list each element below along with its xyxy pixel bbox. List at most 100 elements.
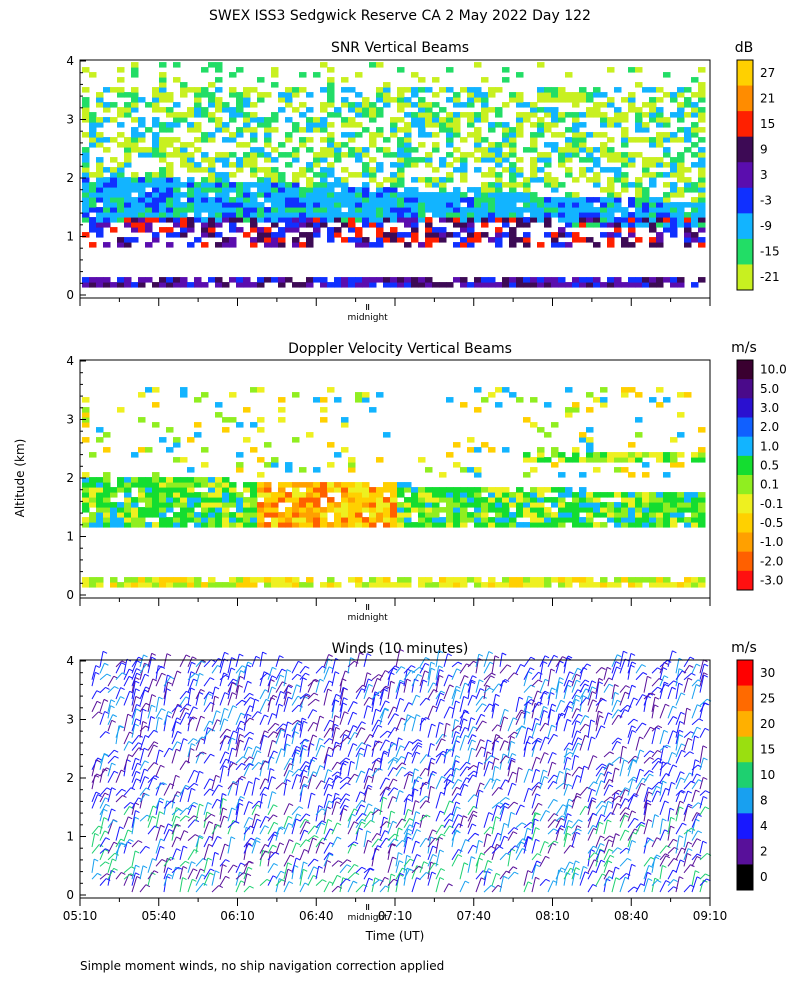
heatmap-cell <box>96 122 104 128</box>
heatmap-cell <box>677 492 685 498</box>
heatmap-cell <box>537 117 545 123</box>
heatmap-cell <box>110 167 118 173</box>
heatmap-cell <box>348 237 356 243</box>
heatmap-cell <box>663 457 671 463</box>
wind-barb-flag <box>185 712 191 716</box>
heatmap-cell <box>138 97 146 103</box>
wind-barb <box>91 825 100 835</box>
heatmap-cell <box>537 522 545 528</box>
wind-barb <box>251 777 257 796</box>
heatmap-cell <box>194 162 202 168</box>
doppler-colorbar-units: m/s <box>731 340 757 356</box>
heatmap-cell <box>236 162 244 168</box>
heatmap-cell <box>593 132 601 138</box>
heatmap-cell <box>614 512 622 518</box>
heatmap-cell <box>131 107 139 113</box>
heatmap-cell <box>502 137 510 143</box>
heatmap-cell <box>579 142 587 148</box>
heatmap-cell <box>572 127 580 133</box>
heatmap-cell <box>614 177 622 183</box>
heatmap-cell <box>306 107 314 113</box>
heatmap-cell <box>278 217 286 223</box>
heatmap-cell <box>124 277 132 283</box>
heatmap-cell <box>327 487 335 493</box>
wind-barb-flag <box>416 714 421 718</box>
heatmap-cell <box>663 137 671 143</box>
heatmap-cell <box>600 112 608 118</box>
wind-barb <box>243 717 251 726</box>
heatmap-cell <box>635 117 643 123</box>
wind-barb-flag <box>368 683 373 687</box>
heatmap-cell <box>334 522 342 528</box>
wind-barb-flag <box>426 814 431 818</box>
wind-barb <box>99 809 104 822</box>
wind-barb <box>187 788 192 803</box>
heatmap-cell <box>103 282 111 288</box>
wind-barb <box>251 837 257 848</box>
heatmap-cell <box>131 522 139 528</box>
heatmap-cell <box>348 457 356 463</box>
heatmap-cell <box>334 232 342 238</box>
heatmap-cell <box>439 492 447 498</box>
wind-barb <box>243 705 251 719</box>
heatmap-cell <box>460 582 468 588</box>
wind-barb-flag <box>415 811 421 815</box>
wind-barb <box>307 875 314 886</box>
wind-barb <box>355 813 363 822</box>
heatmap-cell <box>684 522 692 528</box>
heatmap-cell <box>523 197 531 203</box>
heatmap-cell <box>117 277 125 283</box>
wind-barb <box>211 870 216 886</box>
heatmap-cell <box>362 392 370 398</box>
wind-barb-flag <box>134 723 140 727</box>
heatmap-cell <box>327 497 335 503</box>
heatmap-cell <box>208 187 216 193</box>
wind-barb <box>275 655 280 667</box>
heatmap-cell <box>271 232 279 238</box>
heatmap-cell <box>124 237 132 243</box>
heatmap-cell <box>425 282 433 288</box>
wind-barb <box>99 768 104 783</box>
wind-barb <box>315 744 322 758</box>
heatmap-cell <box>376 232 384 238</box>
heatmap-cell <box>551 117 559 123</box>
heatmap-cell <box>271 127 279 133</box>
wind-barb-flag <box>321 820 327 824</box>
heatmap-cell <box>341 177 349 183</box>
wind-barb-flag <box>336 801 341 805</box>
wind-barb-flag <box>354 773 359 777</box>
heatmap-cell <box>229 162 237 168</box>
heatmap-cell <box>89 112 97 118</box>
wind-barb-flag <box>368 877 374 881</box>
heatmap-cell <box>467 437 475 443</box>
heatmap-cell <box>453 192 461 198</box>
wind-barb-flag <box>162 782 167 786</box>
heatmap-cell <box>124 217 132 223</box>
heatmap-cell <box>145 507 153 513</box>
heatmap-cell <box>110 217 118 223</box>
heatmap-cell <box>586 427 594 433</box>
heatmap-cell <box>194 482 202 488</box>
heatmap-cell <box>152 142 160 148</box>
wind-barb <box>363 867 370 874</box>
wind-barb-flag <box>439 849 445 853</box>
heatmap-cell <box>474 117 482 123</box>
wind-barb <box>139 735 146 751</box>
wind-barb <box>419 800 427 809</box>
heatmap-cell <box>285 582 293 588</box>
heatmap-cell <box>236 502 244 508</box>
heatmap-cell <box>593 492 601 498</box>
wind-barb <box>179 654 187 668</box>
heatmap-cell <box>390 212 398 218</box>
heatmap-cell <box>376 227 384 233</box>
wind-barb-flag <box>167 823 173 827</box>
heatmap-cell <box>117 112 125 118</box>
heatmap-cell <box>292 197 300 203</box>
heatmap-cell <box>558 522 566 528</box>
wind-barb-flag <box>386 821 391 824</box>
heatmap-cell <box>558 197 566 203</box>
wind-barb <box>371 740 379 751</box>
heatmap-cell <box>621 517 629 523</box>
heatmap-cell <box>418 497 426 503</box>
heatmap-cell <box>649 492 657 498</box>
